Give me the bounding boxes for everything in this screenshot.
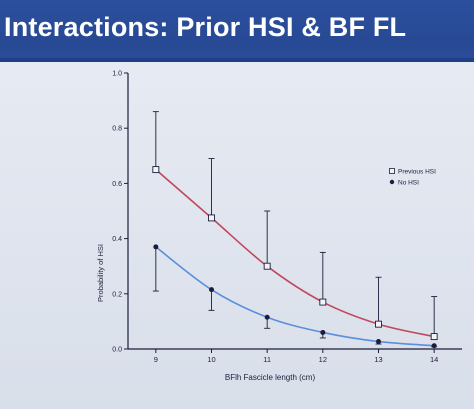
- x-tick-label: 13: [374, 355, 382, 364]
- x-tick-label: 14: [430, 355, 438, 364]
- legend-label: No HSI: [398, 180, 419, 187]
- series-points: [152, 166, 438, 349]
- data-point: [319, 298, 327, 306]
- error-bars: [152, 111, 438, 348]
- title-bar: Interactions: Prior HSI & BF FL: [0, 0, 474, 58]
- data-point: [431, 343, 437, 349]
- y-tick-label: 1.0: [112, 71, 122, 78]
- data-point: [430, 333, 438, 341]
- series-line-0: [155, 168, 435, 338]
- y-tick-label: 0.6: [112, 181, 122, 188]
- legend-marker: [389, 179, 395, 185]
- y-tick-label: 0.4: [112, 236, 122, 243]
- data-point: [209, 287, 214, 293]
- series-line-1: [155, 246, 435, 347]
- legend-marker: [389, 168, 395, 174]
- data-point: [264, 314, 270, 320]
- chart-axes: 0.0 0.2 0.4 0.6 0.8 1.0 9 10 11 12 13 14: [112, 71, 462, 364]
- y-tick-label: 0.2: [112, 291, 122, 298]
- chart: 0.0 0.2 0.4 0.6 0.8 1.0 9 10 11 12 13 14 Previous H…: [96, 71, 462, 382]
- legend-label: Previous HSI: [398, 169, 436, 176]
- data-point: [152, 166, 160, 174]
- data-point: [375, 320, 382, 328]
- y-tick-label: 0.8: [112, 126, 122, 133]
- x-tick-label: 11: [263, 355, 271, 364]
- x-tick-label: 12: [319, 355, 327, 364]
- x-tick-label: 10: [207, 355, 215, 364]
- series-lines: [155, 168, 435, 347]
- slide-title: Interactions: Prior HSI & BF FL: [4, 12, 407, 42]
- y-tick-label: 0.0: [112, 347, 122, 354]
- data-point: [208, 214, 215, 222]
- data-point: [153, 244, 159, 250]
- y-axis-label: Probability of HSI: [96, 244, 105, 302]
- chart-legend: Previous HSI No HSI: [389, 168, 436, 187]
- x-tick-label: 9: [154, 355, 158, 364]
- title-divider: [0, 58, 474, 62]
- data-point: [320, 329, 326, 335]
- x-axis-label: BFlh Fascicle length (cm): [225, 373, 316, 382]
- data-point: [263, 262, 271, 270]
- data-point: [376, 339, 381, 345]
